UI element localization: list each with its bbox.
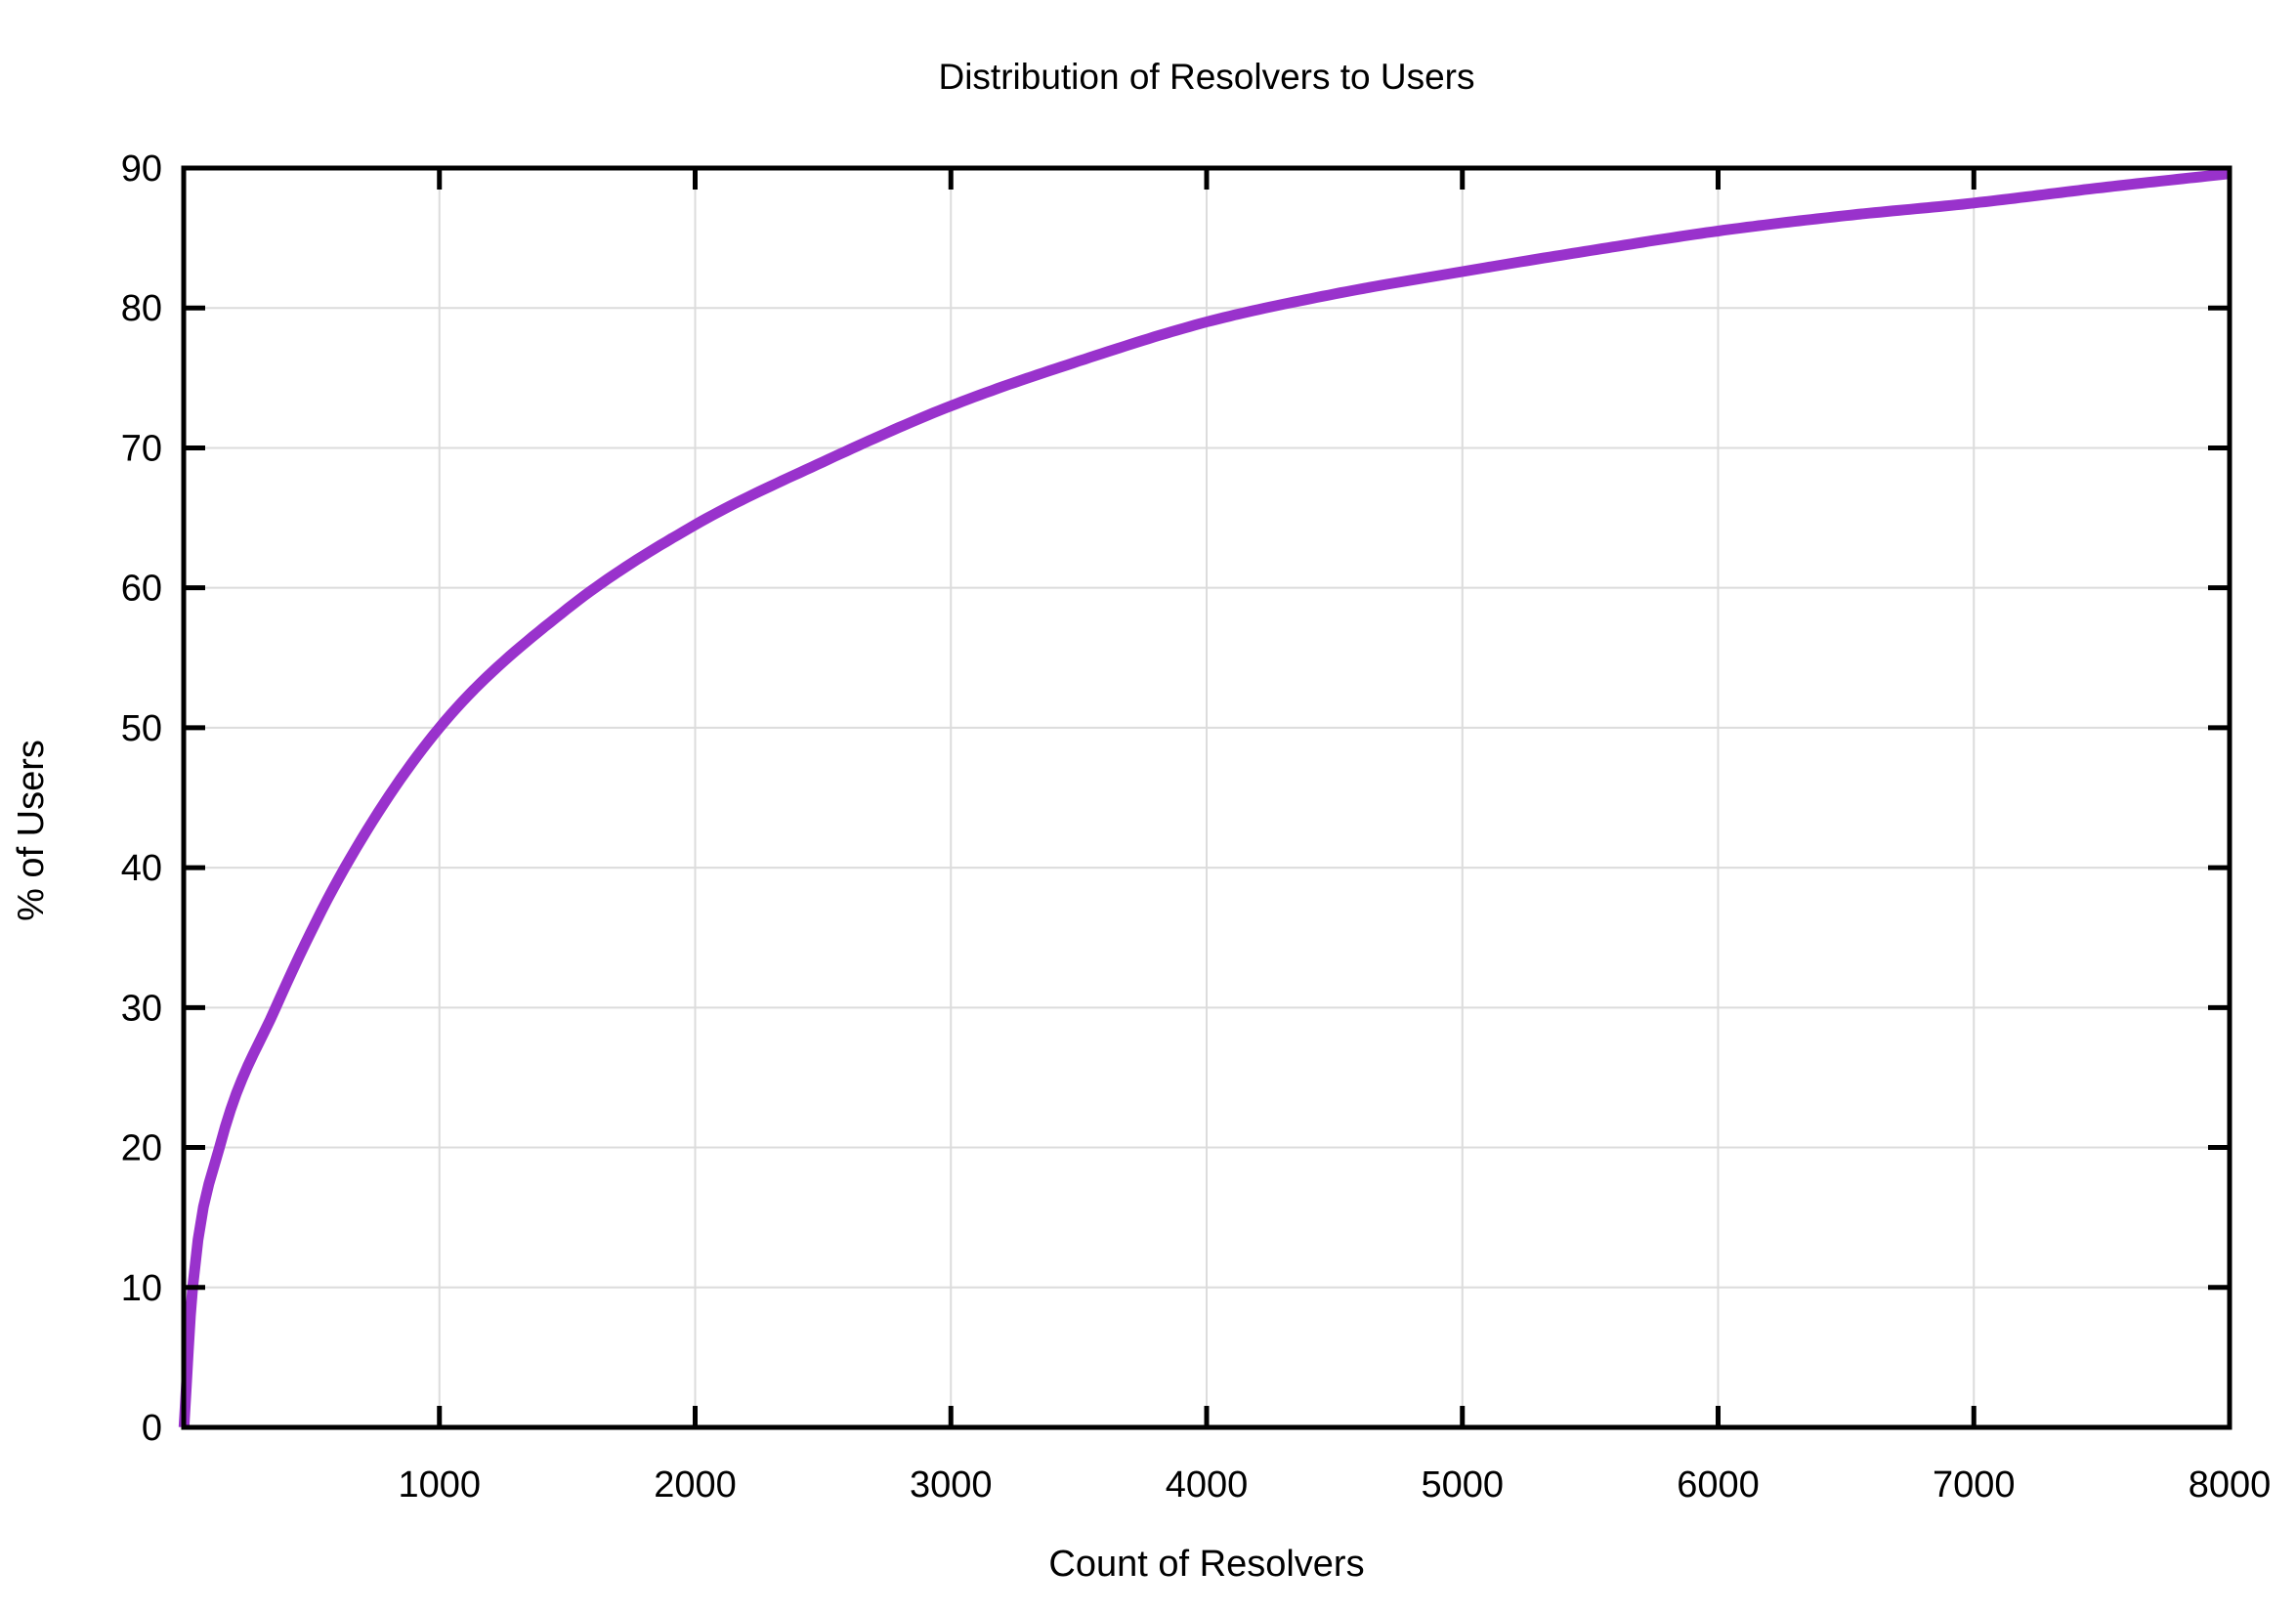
data-line — [178, 168, 2231, 1428]
y-tick-label: 50 — [121, 708, 162, 749]
y-tick-label: 0 — [142, 1408, 162, 1449]
x-tick-label: 1000 — [398, 1464, 481, 1506]
y-tick-label: 10 — [121, 1268, 162, 1309]
x-tick-label: 7000 — [1933, 1464, 2016, 1506]
y-tick-label: 70 — [121, 428, 162, 469]
x-tick-label: 6000 — [1677, 1464, 1760, 1506]
x-tick-label: 4000 — [1166, 1464, 1249, 1506]
y-tick-label: 60 — [121, 569, 162, 610]
y-tick-label: 80 — [121, 288, 162, 329]
x-tick-label: 5000 — [1421, 1464, 1504, 1506]
x-tick-label: 2000 — [654, 1464, 737, 1506]
y-tick-label: 90 — [121, 148, 162, 190]
y-tick-label: 40 — [121, 848, 162, 889]
y-tick-label: 30 — [121, 988, 162, 1029]
x-tick-label: 3000 — [910, 1464, 993, 1506]
x-axis-label: Count of Resolvers — [1048, 1544, 1365, 1585]
x-tick-label: 8000 — [2189, 1464, 2272, 1506]
chart-title: Distribution of Resolvers to Users — [938, 57, 1475, 97]
y-tick-label: 20 — [121, 1128, 162, 1169]
